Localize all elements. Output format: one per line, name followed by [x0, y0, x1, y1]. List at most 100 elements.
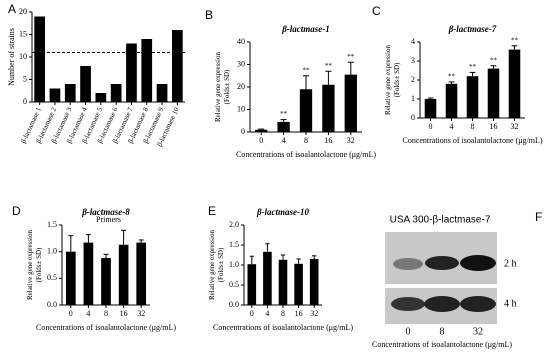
blot-lane-label: 8	[440, 326, 445, 337]
x-axis-label: Concentrations of isoalantolactone (μg/m…	[236, 150, 376, 159]
bar	[424, 99, 437, 118]
significance: **	[347, 53, 355, 61]
y-tick-label: 1.5	[229, 240, 239, 249]
blot-band	[460, 296, 496, 312]
bar	[95, 93, 107, 102]
y-tick-label: 10	[237, 104, 245, 113]
y-tick-label: 0.0	[229, 300, 239, 309]
y-axis-label: Relative gene expression(Folds± SD)	[26, 230, 43, 300]
x-tick-label: 16	[324, 136, 332, 145]
panel-letter: C	[372, 4, 381, 18]
x-tick-label: 4	[86, 309, 90, 318]
significance: **	[511, 36, 519, 44]
bar	[110, 84, 122, 102]
panel-letter: D	[12, 204, 21, 218]
bar	[141, 39, 153, 102]
y-tick-label: 0	[411, 113, 415, 122]
blot-band	[460, 255, 496, 271]
blot-lane-label: 0	[406, 326, 411, 337]
x-tick-label: 16	[120, 309, 128, 318]
x-tick-label: 8	[471, 122, 475, 131]
y-tick-label: 40	[237, 37, 245, 46]
x-axis-label: Concentrations of isoalantolactone (μg/m…	[213, 323, 353, 332]
significance: **	[490, 56, 498, 64]
panel-letter: B	[205, 8, 213, 22]
x-tick-label: 8	[304, 136, 308, 145]
y-tick-label: 2.0	[229, 220, 239, 229]
blot-title: USA 300-β-lactmase-7	[390, 215, 491, 226]
y-tick-label: 0	[241, 127, 245, 136]
y-tick-label: 0.0	[47, 300, 57, 309]
bar	[487, 68, 500, 118]
y-tick-label: 2	[411, 75, 415, 84]
x-axis-label: Concentrations of isoalantolactone (μg/m…	[36, 323, 176, 332]
y-tick-label: 3	[411, 56, 415, 65]
blot-x-label: Concentrations of isoalantolactone (μg/m…	[372, 340, 512, 349]
significance: **	[325, 62, 333, 70]
x-tick-label: 8	[281, 309, 285, 318]
y-tick-label: 0.5	[47, 273, 57, 282]
bar	[255, 129, 268, 132]
chart-title: β-lactmase-1	[281, 24, 330, 34]
bar	[278, 259, 288, 305]
y-tick-label: 1.0	[229, 260, 239, 269]
y-tick-label: 1.0	[47, 246, 57, 255]
panel-letter: A	[8, 2, 16, 16]
x-tick-label: 32	[511, 122, 519, 131]
x-tick-label: 4	[265, 309, 269, 318]
bar	[309, 259, 319, 305]
bar	[322, 84, 335, 132]
chart-title: β-lactmase-7	[448, 24, 497, 34]
y-tick-label: 30	[237, 59, 245, 68]
bar	[118, 244, 129, 305]
bar	[49, 88, 61, 102]
y-tick-label: 5	[23, 74, 27, 83]
x-tick-label: 32	[347, 136, 355, 145]
blot-band	[424, 296, 460, 312]
x-axis-label: Primers	[96, 215, 121, 224]
chart-title: β-lactmase-8	[81, 207, 130, 217]
bar	[126, 43, 137, 102]
x-axis-label: Concentrations of isoalantolactone (μg/m…	[402, 136, 542, 145]
y-tick-label: 20	[19, 7, 27, 16]
y-tick-label: 20	[237, 82, 245, 91]
blot-band	[391, 297, 425, 311]
bar	[263, 251, 272, 305]
bar	[83, 242, 94, 305]
blot-row-label: 4 h	[504, 298, 517, 309]
bar	[445, 83, 458, 118]
y-tick-label: 4	[411, 37, 415, 46]
significance: **	[469, 63, 477, 71]
bar	[466, 76, 479, 118]
x-tick-label: 32	[137, 309, 145, 318]
y-tick-label: 1.5	[47, 220, 57, 229]
blot-lane-label: 32	[473, 326, 483, 337]
bar	[136, 242, 147, 305]
x-tick-label: 0	[429, 122, 433, 131]
bar	[101, 258, 111, 305]
y-axis-label: Relative gene expression(Folds± SD)	[384, 45, 401, 115]
x-tick-label: 4	[450, 122, 454, 131]
bar	[80, 66, 91, 102]
significance: **	[280, 110, 288, 118]
bar	[64, 84, 76, 102]
x-tick-label: 0	[69, 309, 73, 318]
bar	[508, 49, 521, 118]
bar	[171, 30, 183, 102]
x-tick-label: 16	[295, 309, 303, 318]
bar	[65, 251, 76, 305]
y-axis-label: Number of strains	[7, 28, 16, 86]
bar	[294, 263, 303, 305]
panel-letter: E	[208, 204, 216, 218]
y-tick-label: 15	[19, 29, 27, 38]
y-axis-label: Relative gene expression(Folds± SD)	[208, 230, 225, 300]
y-tick-label: 10	[19, 52, 27, 61]
bar	[277, 121, 290, 132]
blot-band	[425, 256, 459, 270]
x-tick-label: 0	[259, 136, 263, 145]
x-tick-label: 32	[310, 309, 318, 318]
x-tick-label: 8	[104, 309, 108, 318]
chart-title: β-lactmase-10	[256, 207, 310, 217]
significance: **	[448, 73, 456, 81]
